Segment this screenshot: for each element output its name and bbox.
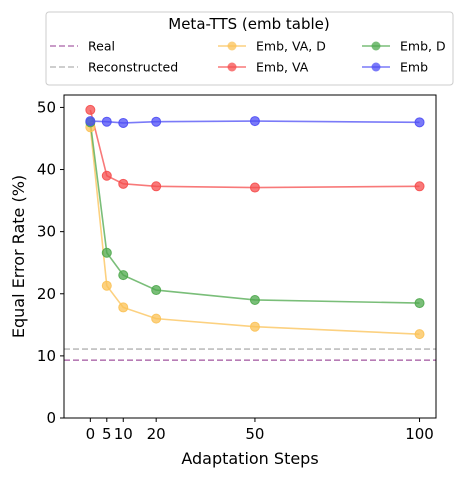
data-point-emb-d-100 (414, 298, 425, 309)
x-tick-label: 0 (86, 425, 96, 443)
data-point-emb-va-d-20 (151, 313, 162, 324)
data-point-emb-d-20 (151, 285, 162, 296)
axes-frame (63, 94, 437, 419)
x-tick-label: 50 (245, 425, 264, 443)
legend-marker-emb-d (371, 41, 381, 51)
y-tick-label: 20 (37, 285, 56, 303)
data-point-emb-d-50 (249, 294, 260, 305)
y-tick-label: 50 (37, 98, 56, 116)
y-tick-label: 10 (37, 347, 56, 365)
x-axis-label: Adaptation Steps (181, 449, 318, 468)
data-point-emb-d-10 (118, 270, 129, 281)
y-tick-label: 0 (46, 409, 56, 427)
data-point-emb-10 (118, 117, 129, 128)
y-tick-label: 40 (37, 161, 56, 179)
y-tick-label: 30 (37, 223, 56, 241)
x-tick-label: 10 (114, 425, 133, 443)
data-point-emb-va-d-5 (101, 280, 112, 291)
legend-box (45, 11, 454, 86)
legend-label-reconstructed: Reconstructed (88, 60, 178, 75)
x-tick-label: 100 (405, 425, 434, 443)
data-point-emb-5 (101, 116, 112, 127)
data-point-emb-d-5 (101, 247, 112, 258)
legend-entry-real: Real (50, 39, 115, 54)
data-point-emb-100 (414, 117, 425, 128)
legend-entry-emb-va-d: Emb, VA, D (218, 39, 326, 54)
legend-label-emb-va: Emb, VA (256, 60, 309, 75)
data-point-emb-va-10 (118, 178, 129, 189)
data-point-emb-va-0 (85, 104, 96, 115)
legend-marker-emb (371, 62, 381, 72)
legend-entry-emb-d: Emb, D (362, 39, 446, 54)
data-point-emb-va-20 (151, 181, 162, 192)
data-point-emb-50 (249, 116, 260, 127)
legend-label-emb-va-d: Emb, VA, D (256, 39, 326, 54)
data-point-emb-0 (85, 116, 96, 127)
data-point-emb-va-d-50 (249, 321, 260, 332)
x-tick-label: 20 (147, 425, 166, 443)
legend-marker-emb-va (227, 62, 237, 72)
y-axis-label: Equal Error Rate (%) (9, 175, 28, 338)
legend-label-real: Real (88, 39, 115, 54)
data-point-emb-va-d-100 (414, 329, 425, 340)
plot-area (64, 104, 436, 362)
legend-entry-emb-va: Emb, VA (218, 60, 309, 75)
legend-title: Meta-TTS (emb table) (168, 15, 329, 33)
data-point-emb-20 (151, 116, 162, 127)
legend-marker-emb-va-d (227, 41, 237, 51)
legend-entry-reconstructed: Reconstructed (50, 60, 178, 75)
legend-label-emb-d: Emb, D (400, 39, 446, 54)
legend-entry-emb: Emb (362, 60, 428, 75)
series-line-emb-va (89, 109, 420, 189)
data-point-emb-va-5 (101, 170, 112, 181)
data-point-emb-va-100 (414, 181, 425, 192)
series-line-emb-d (89, 122, 420, 304)
data-point-emb-va-50 (249, 182, 260, 193)
legend-label-emb: Emb (400, 60, 428, 75)
series-line-emb-va-d (89, 127, 420, 335)
data-point-emb-va-d-10 (118, 302, 129, 313)
x-tick-label: 5 (102, 425, 112, 443)
legend: Meta-TTS (emb table) Real Reconstructed Emb… (45, 11, 454, 86)
